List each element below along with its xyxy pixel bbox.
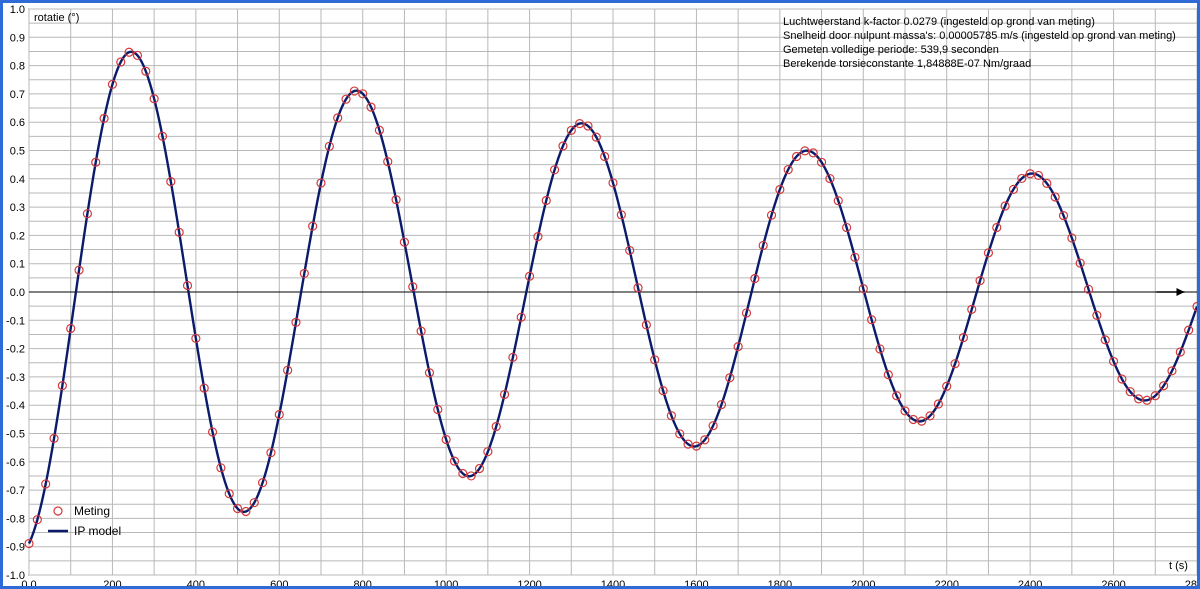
svg-text:2200: 2200 — [934, 579, 958, 586]
svg-text:0.8: 0.8 — [10, 61, 25, 73]
svg-text:800: 800 — [354, 579, 372, 586]
svg-text:IP model: IP model — [74, 524, 121, 538]
svg-text:Gemeten volledige periode: 539: Gemeten volledige periode: 539,9 seconde… — [783, 44, 999, 56]
svg-text:600: 600 — [270, 579, 288, 586]
svg-text:2400: 2400 — [1018, 579, 1042, 586]
svg-text:Berekende torsieconstante 1,84: Berekende torsieconstante 1,84888E-07 Nm… — [783, 58, 1031, 70]
svg-text:0.3: 0.3 — [10, 202, 25, 214]
svg-text:0.5: 0.5 — [10, 146, 25, 158]
svg-text:rotatie (°): rotatie (°) — [34, 12, 79, 24]
svg-text:1.0: 1.0 — [10, 4, 25, 16]
svg-text:0.6: 0.6 — [10, 117, 25, 129]
svg-text:2000: 2000 — [851, 579, 875, 586]
svg-text:2800: 2800 — [1185, 579, 1197, 586]
svg-text:0.0: 0.0 — [10, 287, 25, 299]
svg-text:1200: 1200 — [517, 579, 541, 586]
svg-text:1000: 1000 — [434, 579, 458, 586]
svg-text:1600: 1600 — [684, 579, 708, 586]
svg-text:-0.5: -0.5 — [6, 429, 25, 441]
svg-text:0.1: 0.1 — [10, 259, 25, 271]
chart-plot: 0.0 200 400 600 800 1000 1200 1400 1600 1800 2000 2… — [3, 3, 1197, 586]
svg-text:-0.8: -0.8 — [6, 513, 25, 525]
svg-text:2600: 2600 — [1101, 579, 1125, 586]
svg-text:Luchtweerstand k-factor 0.0279: Luchtweerstand k-factor 0.0279 (ingestel… — [783, 16, 1095, 28]
svg-text:-1.0: -1.0 — [6, 570, 25, 582]
svg-text:1800: 1800 — [768, 579, 792, 586]
svg-text:-0.3: -0.3 — [6, 372, 25, 384]
svg-text:Snelheid door nulpunt massa's:: Snelheid door nulpunt massa's: 0.0000578… — [783, 30, 1176, 42]
svg-text:-0.1: -0.1 — [6, 315, 25, 327]
svg-text:400: 400 — [187, 579, 205, 586]
svg-text:-0.4: -0.4 — [6, 400, 25, 412]
chart-frame: 0.0 200 400 600 800 1000 1200 1400 1600 1800 2000 2… — [0, 0, 1200, 589]
svg-text:Meting: Meting — [74, 504, 110, 518]
svg-text:-0.9: -0.9 — [6, 542, 25, 554]
svg-text:0.4: 0.4 — [10, 174, 25, 186]
svg-text:0.9: 0.9 — [10, 32, 25, 44]
svg-text:-0.7: -0.7 — [6, 485, 25, 497]
svg-text:-0.6: -0.6 — [6, 457, 25, 469]
svg-text:-0.2: -0.2 — [6, 344, 25, 356]
svg-text:200: 200 — [103, 579, 121, 586]
svg-text:0.2: 0.2 — [10, 230, 25, 242]
svg-text:0.7: 0.7 — [10, 89, 25, 101]
svg-text:t (s): t (s) — [1169, 560, 1188, 572]
svg-text:1400: 1400 — [601, 579, 625, 586]
